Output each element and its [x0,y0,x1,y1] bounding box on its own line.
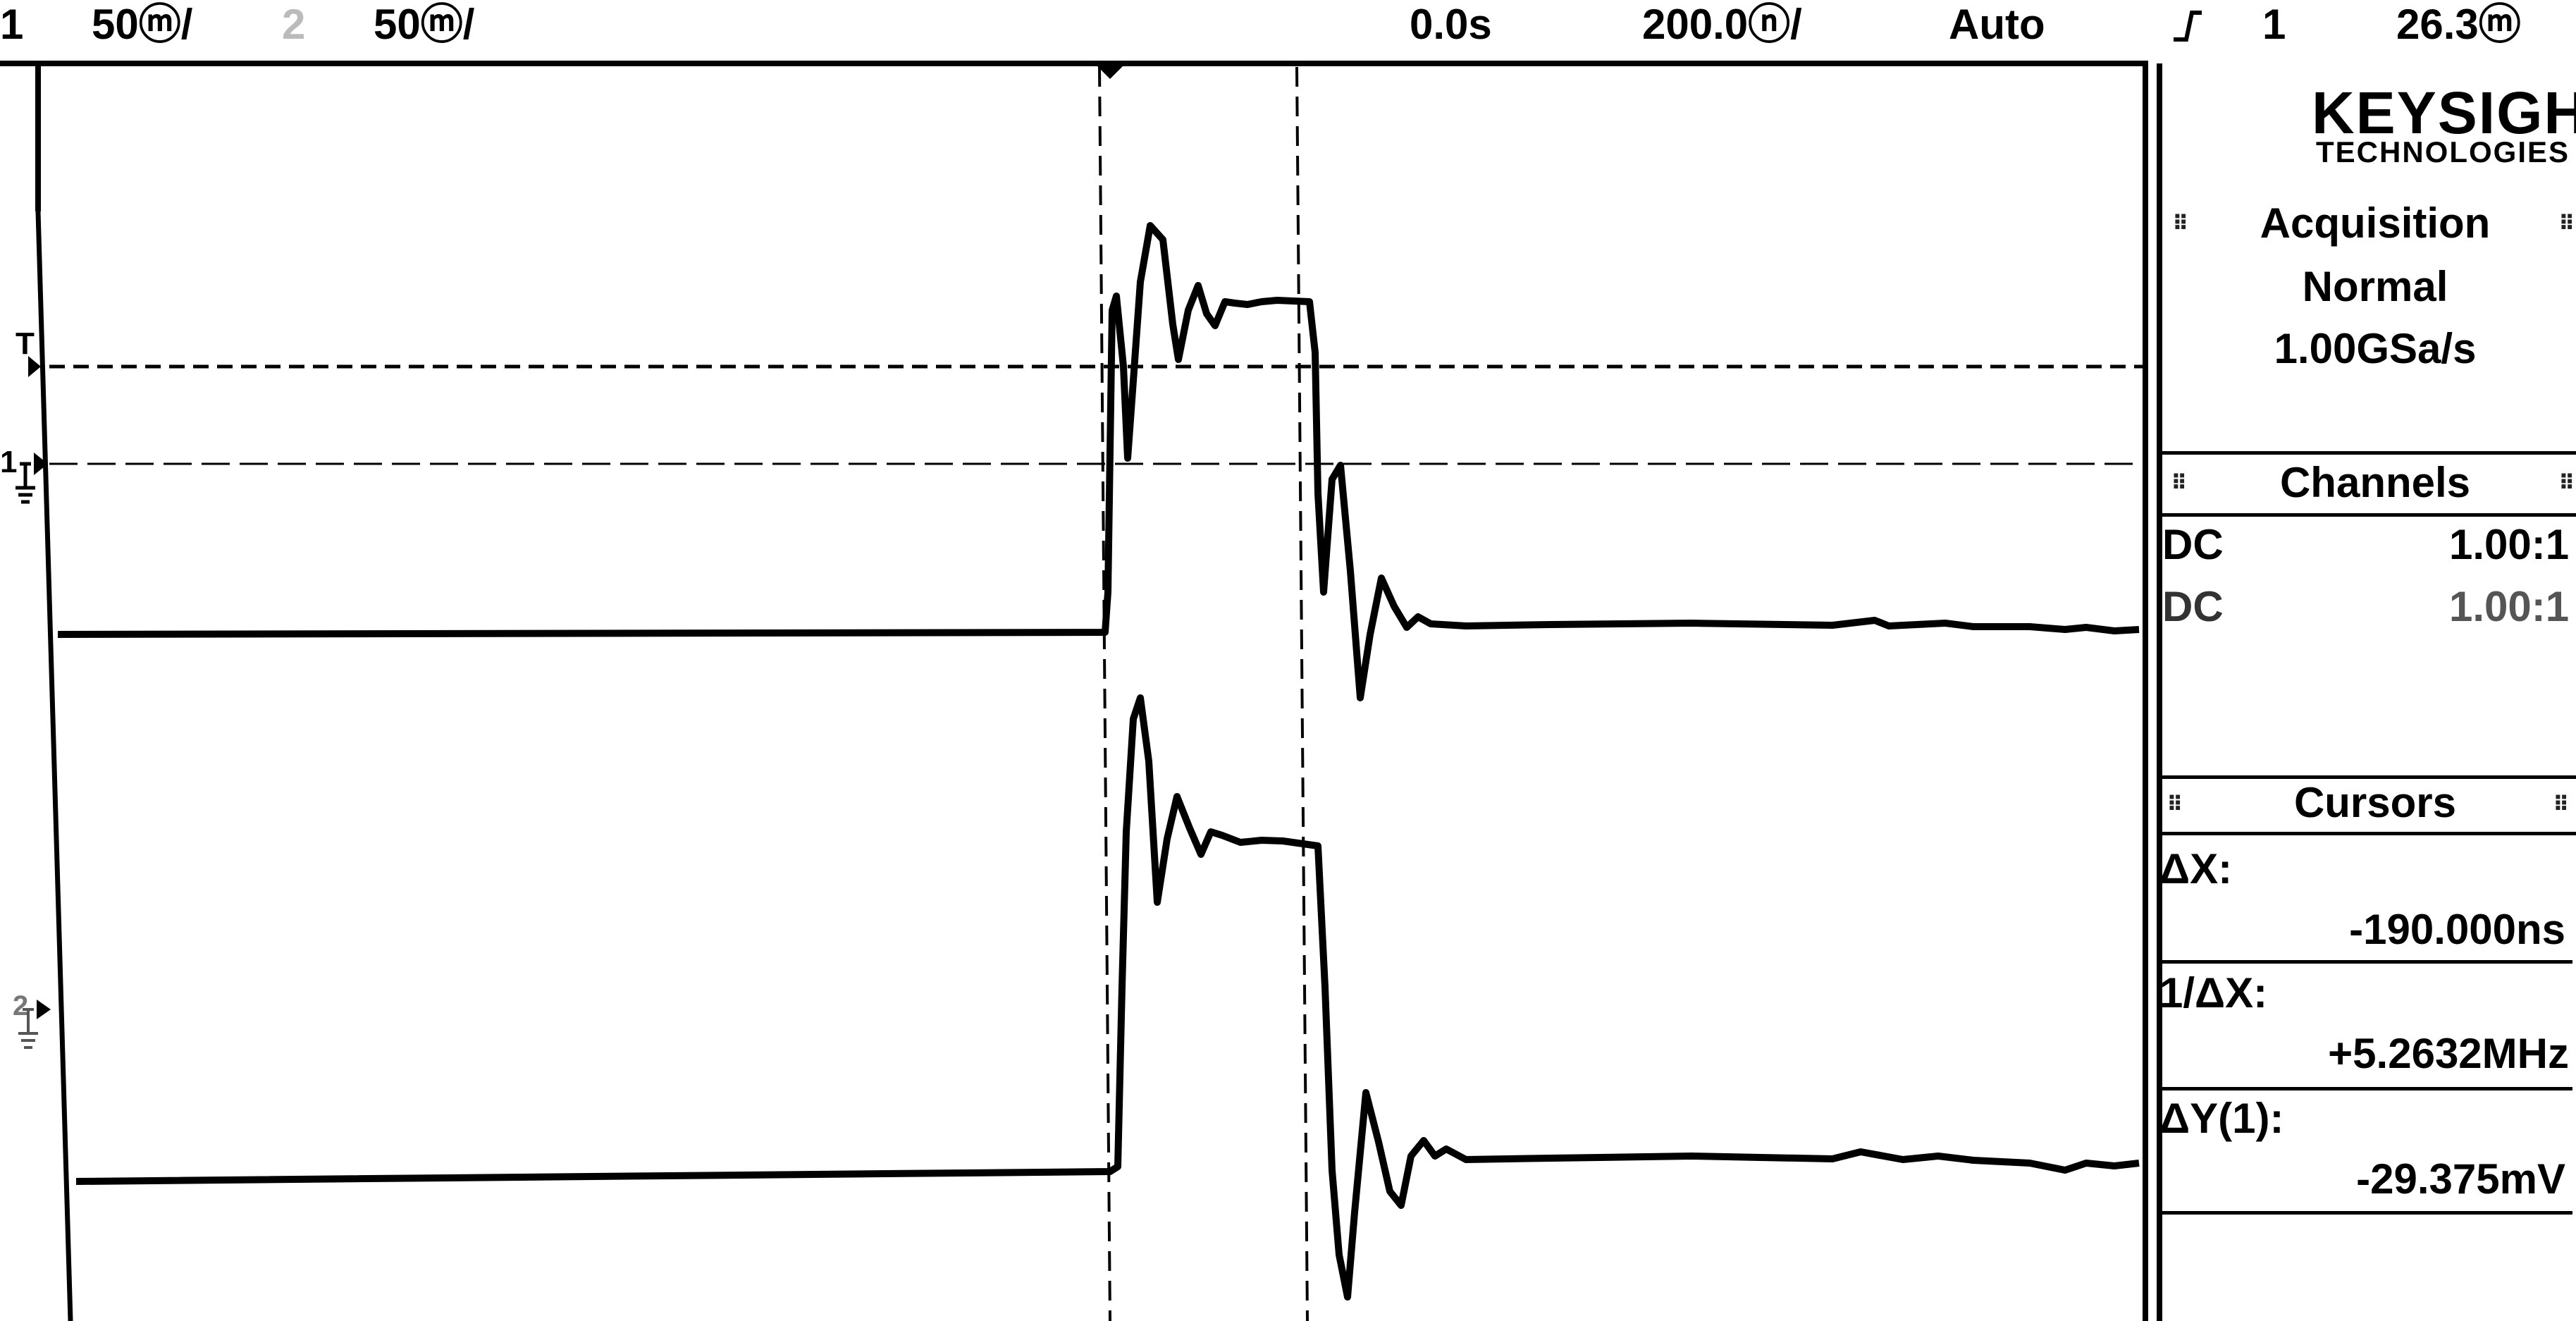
section-divider [2157,832,2576,835]
drag-handle-icon[interactable]: ⠿ [2553,793,2570,816]
cursors-title: Cursors [2293,779,2457,826]
drag-handle-icon[interactable]: ⠿ [2167,793,2183,816]
ch1-ground-marker [34,453,48,475]
section-divider [2157,1211,2572,1215]
ch2-ground-marker [37,1000,51,1019]
ch2-scale[interactable]: 50ⓜ/ [374,1,475,48]
drag-handle-icon[interactable]: ⠿ [2171,472,2188,495]
section-divider [2157,1087,2572,1090]
trigger-level-marker [28,356,41,377]
ch1-scale[interactable]: 50ⓜ/ [92,1,193,48]
keysight-logo-subtitle: TECHNOLOGIES [2316,135,2570,168]
cursor-dy-label: ΔY(1): [2159,1095,2284,1142]
section-divider [2157,513,2576,517]
drag-handle-icon[interactable]: ⠿ [2558,472,2575,495]
cursor-dx-label: ΔX: [2159,845,2233,892]
panel-divider [2157,63,2162,1321]
ch2-coupling[interactable]: DC [2162,583,2224,630]
ch1-trace [57,222,2140,701]
ch1-ground-label: 1 [0,445,17,479]
trigger-time-marker [1096,65,1124,79]
acquisition-mode: Normal [2302,263,2448,310]
cursor-x2 [1295,66,1309,1321]
time-scale[interactable]: 200.0ⓝ/ [1642,1,1802,48]
cursor-inv-dx-value: +5.2632MHz [2328,1030,2569,1077]
drag-handle-icon[interactable]: ⠿ [2558,212,2575,235]
ch1-coupling[interactable]: DC [2162,521,2224,568]
cursor-inv-dx-label: 1/ΔX: [2159,969,2268,1016]
waveform-display[interactable]: T 1 2 [0,0,2153,1321]
ch1-probe[interactable]: 1.00:1 [2449,521,2570,568]
section-divider [2157,775,2576,779]
ch1-label[interactable]: 1 [0,1,24,48]
acquisition-title: Acquisition [2260,199,2491,247]
channels-title: Channels [2279,459,2471,506]
ch2-label[interactable]: 2 [282,1,306,48]
rising-edge-icon[interactable] [2171,6,2205,48]
trigger-marker-label: T [16,326,35,361]
trigger-mode[interactable]: Auto [1949,1,2045,48]
trigger-level[interactable]: 26.3ⓜ [2396,1,2521,48]
cursor-dx-value: -190.000ns [2349,906,2565,953]
ch2-ground-label: 2 [13,990,28,1021]
ch2-trace [75,694,2140,1301]
ch2-ground-icon [18,1008,38,1049]
ch1-ground-icon [16,462,35,504]
section-divider [2157,960,2572,964]
ch2-probe[interactable]: 1.00:1 [2449,583,2570,630]
drag-handle-icon[interactable]: ⠿ [2172,212,2189,235]
section-divider [2157,451,2576,455]
time-position[interactable]: 0.0s [1410,1,1492,48]
cursor-x1 [1098,66,1111,1321]
acquisition-sample-rate: 1.00GSa/s [2274,325,2477,372]
trigger-source[interactable]: 1 [2262,1,2286,48]
cursor-dy-value: -29.375mV [2356,1155,2565,1203]
